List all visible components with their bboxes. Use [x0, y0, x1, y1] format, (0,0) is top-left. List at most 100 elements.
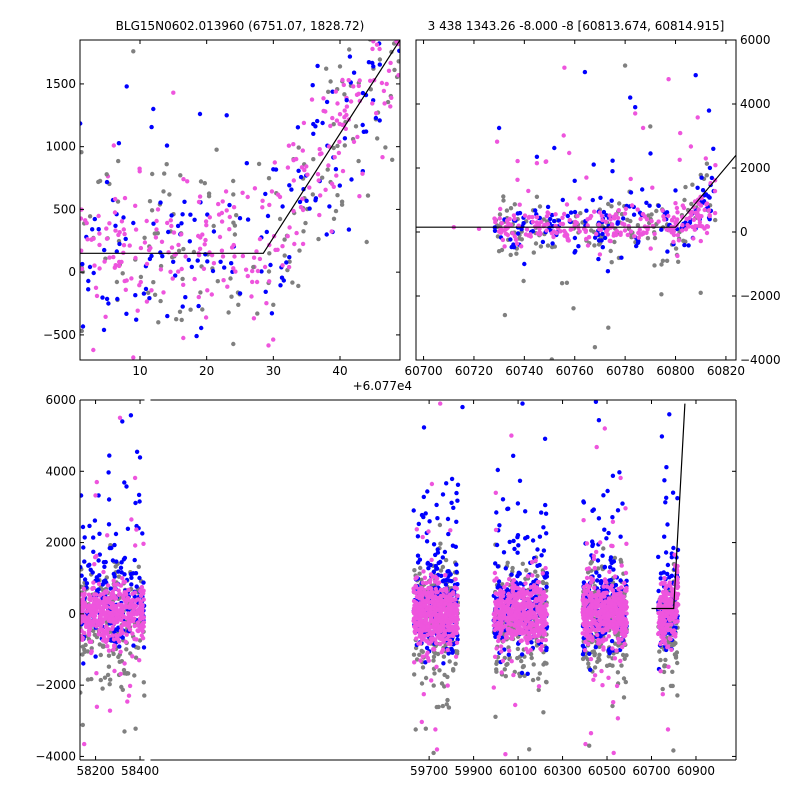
data-point-pink [439, 650, 444, 655]
data-point-pink [330, 115, 335, 121]
data-point-blue [509, 572, 514, 577]
data-point-pink [379, 13, 383, 17]
data-point-blue [445, 516, 451, 522]
data-point-pink [105, 583, 111, 588]
data-point-pink [502, 244, 507, 249]
data-point-pink [549, 231, 555, 236]
data-point-pink [91, 620, 96, 626]
data-point-pink [307, 185, 312, 190]
data-point-pink [130, 654, 135, 659]
data-point-pink [526, 188, 531, 194]
data-point-blue [494, 542, 500, 548]
data-point-gray [232, 232, 238, 237]
data-point-pink [713, 163, 718, 168]
data-point-blue [81, 661, 86, 666]
data-point-gray [440, 703, 445, 709]
data-point-blue [113, 223, 118, 228]
data-point-gray [303, 220, 308, 226]
data-point-blue [421, 494, 426, 500]
data-point-gray [419, 681, 425, 686]
data-point-blue [670, 490, 676, 495]
data-point-gray [521, 278, 526, 284]
data-point-blue [431, 542, 437, 547]
data-point-blue [581, 500, 587, 505]
data-point-blue [506, 652, 511, 657]
data-point-gray [538, 244, 544, 249]
data-point-gray [441, 654, 447, 659]
data-point-pink [411, 609, 416, 614]
data-point-gray [698, 290, 703, 295]
data-point-pink [445, 619, 450, 625]
data-point-pink [126, 619, 132, 624]
data-point-blue [360, 90, 366, 96]
data-point-blue [590, 197, 595, 203]
data-point-blue [495, 564, 501, 569]
data-point-blue [711, 146, 716, 151]
data-point-gray [423, 675, 429, 681]
data-point-pink [611, 594, 616, 599]
data-point-pink [507, 576, 512, 582]
data-point-gray [531, 250, 536, 255]
data-point-blue [609, 560, 614, 566]
data-point-blue [347, 54, 353, 59]
data-point-blue [313, 198, 318, 203]
data-point-blue [287, 183, 292, 188]
data-point-gray [612, 555, 618, 561]
data-point-blue [284, 260, 289, 265]
data-point-pink [513, 237, 519, 242]
data-point-pink [521, 588, 526, 593]
data-point-gray [622, 656, 627, 661]
data-point-gray [541, 580, 546, 586]
data-point-pink [119, 624, 124, 629]
data-point-pink [420, 534, 425, 540]
data-point-pink [112, 210, 118, 215]
data-point-gray [652, 235, 658, 241]
data-point-gray [310, 192, 315, 197]
data-point-pink [609, 600, 614, 606]
data-point-blue [501, 550, 507, 555]
data-point-pink [384, 28, 388, 32]
data-point-gray [297, 248, 302, 253]
data-point-gray [104, 172, 109, 177]
data-point-gray [432, 650, 438, 656]
data-point-pink [420, 637, 425, 642]
data-point-pink [171, 230, 177, 235]
data-point-pink [429, 678, 434, 683]
data-point-pink [133, 203, 138, 208]
data-point-gray [396, 59, 400, 64]
data-point-blue [621, 216, 626, 221]
data-point-gray [97, 178, 103, 184]
data-point-blue [205, 259, 210, 264]
data-point-blue [263, 191, 268, 197]
data-point-pink [531, 583, 537, 588]
data-point-pink [144, 299, 150, 304]
data-point-blue [86, 563, 91, 568]
data-point-pink [374, 111, 379, 116]
data-point-pink [588, 731, 594, 736]
data-point-gray [266, 176, 272, 181]
data-point-pink [644, 217, 650, 222]
data-point-pink [583, 228, 589, 233]
data-point-pink [533, 613, 538, 618]
data-point-gray [436, 704, 441, 710]
data-point-pink [591, 677, 596, 682]
data-point-blue [664, 465, 669, 470]
data-point-pink [337, 139, 342, 144]
data-point-pink [618, 475, 623, 481]
data-point-pink [86, 632, 92, 638]
data-point-pink [300, 148, 305, 153]
data-point-pink [232, 254, 237, 259]
data-point-pink [618, 232, 623, 237]
data-point-pink [614, 232, 619, 238]
data-point-blue [423, 511, 428, 516]
data-point-blue [81, 545, 86, 550]
data-point-pink [551, 234, 556, 240]
data-point-pink [524, 638, 529, 643]
data-point-gray [251, 264, 256, 270]
data-point-gray [550, 244, 555, 250]
data-point-pink [525, 597, 530, 602]
data-point-pink [127, 605, 133, 610]
data-point-blue [544, 645, 549, 651]
data-point-pink [671, 215, 676, 220]
data-point-pink [204, 223, 209, 228]
